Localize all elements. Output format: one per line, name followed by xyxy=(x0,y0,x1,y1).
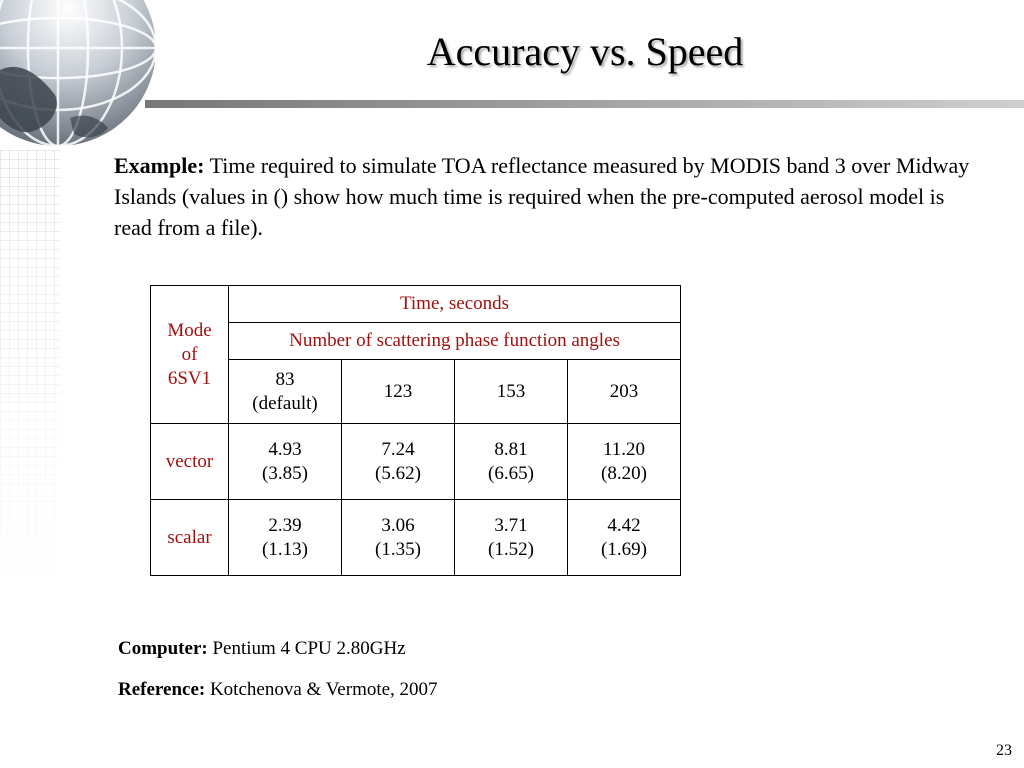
angles-header-cell: Number of scattering phase function angl… xyxy=(228,322,681,360)
row-mode-label: vector xyxy=(150,423,229,500)
angle-column-header: 153 xyxy=(454,359,568,424)
page-number: 23 xyxy=(996,742,1012,759)
table-cell: 4.93 (3.85) xyxy=(228,423,342,500)
time-header-cell: Time, seconds xyxy=(228,285,681,323)
table-row: scalar 2.39 (1.13) 3.06 (1.35) 3.71 (1.52) … xyxy=(150,499,681,576)
angle-column-header: 123 xyxy=(341,359,455,424)
table-cell: 11.20 (8.20) xyxy=(567,423,681,500)
example-text: Time required to simulate TOA reflectanc… xyxy=(114,153,970,240)
table-cell: 7.24 (5.62) xyxy=(341,423,455,500)
computer-label: Computer: xyxy=(118,638,208,659)
table-cell: 4.42 (1.69) xyxy=(567,499,681,576)
timing-table: Mode of 6SV1 Time, seconds Number of sca… xyxy=(150,285,681,576)
computer-value: Pentium 4 CPU 2.80GHz xyxy=(212,638,406,659)
table-row: vector 4.93 (3.85) 7.24 (5.62) 8.81 (6.65) … xyxy=(150,423,681,500)
reference-line: Reference: Kotchenova & Vermote, 2007 xyxy=(118,679,438,701)
reference-value: Kotchenova & Vermote, 2007 xyxy=(209,679,438,700)
angle-column-header: 203 xyxy=(567,359,681,424)
slide-title: Accuracy vs. Speed xyxy=(426,29,744,74)
example-label: Example: xyxy=(114,153,205,178)
table-cell: 2.39 (1.13) xyxy=(228,499,342,576)
table-cell: 3.06 (1.35) xyxy=(341,499,455,576)
angle-column-header: 83 (default) xyxy=(228,359,342,424)
title-divider xyxy=(145,100,1024,108)
computer-line: Computer: Pentium 4 CPU 2.80GHz xyxy=(118,638,406,660)
reference-label: Reference: xyxy=(118,679,206,700)
globe-icon xyxy=(0,0,160,170)
row-mode-label: scalar xyxy=(150,499,229,576)
table-cell: 8.81 (6.65) xyxy=(454,423,568,500)
example-paragraph: Example: Time required to simulate TOA r… xyxy=(114,150,984,243)
mode-header-cell: Mode of 6SV1 xyxy=(150,285,229,424)
background-grid-pattern xyxy=(0,150,60,610)
table-cell: 3.71 (1.52) xyxy=(454,499,568,576)
